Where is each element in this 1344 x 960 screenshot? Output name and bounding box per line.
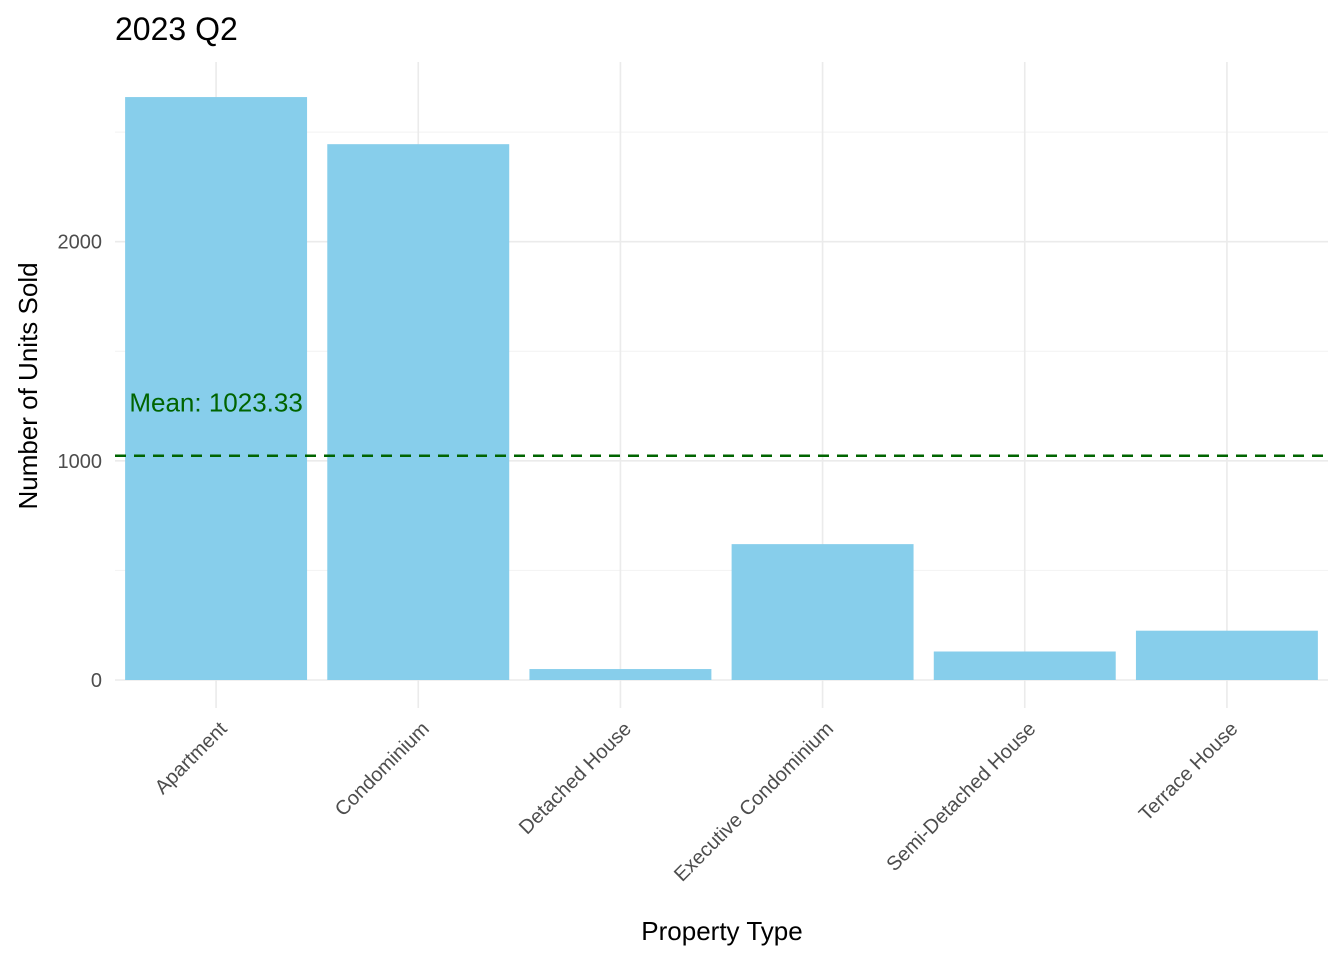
bars	[125, 97, 1318, 680]
y-axis-title: Number of Units Sold	[13, 262, 43, 509]
x-tick-label: Terrace House	[1135, 718, 1243, 826]
x-tick-label: Executive Condominium	[670, 718, 838, 886]
bar	[1135, 630, 1318, 680]
x-axis-ticks: Apartment Condominium Detached House Execut…	[151, 718, 1243, 886]
mean-label: Mean: 1023.33	[129, 388, 302, 418]
bar	[731, 544, 914, 680]
bar	[125, 97, 308, 680]
x-axis-title: Property Type	[641, 916, 802, 946]
y-tick-label: 2000	[58, 232, 103, 254]
y-axis-ticks: 0 1000 2000	[58, 232, 103, 692]
bar	[327, 144, 510, 680]
bar	[933, 651, 1116, 680]
x-tick-label: Condominium	[331, 718, 434, 821]
x-tick-label: Semi-Detached House	[882, 718, 1040, 876]
y-tick-label: 0	[91, 670, 102, 692]
y-tick-label: 1000	[58, 451, 103, 473]
x-tick-label: Apartment	[151, 718, 232, 799]
chart-title: 2023 Q2	[115, 11, 238, 47]
x-tick-label: Detached House	[515, 718, 636, 839]
bar	[529, 669, 712, 680]
